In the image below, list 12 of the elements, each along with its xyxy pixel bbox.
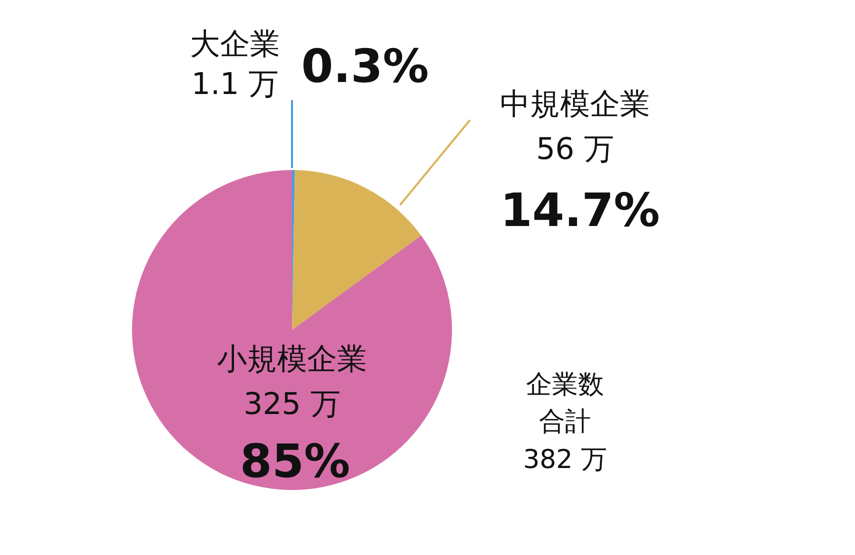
slice-label: 大企業: [190, 27, 280, 62]
text: 0.3%: [301, 39, 429, 93]
text: 85%: [240, 434, 350, 488]
data-label: 325 万: [244, 387, 340, 422]
text: 14.7%: [500, 183, 660, 237]
data-label: 56 万: [536, 132, 614, 167]
text: 382 万: [523, 445, 607, 475]
slice-label: 中規模企業: [500, 87, 650, 122]
data-label: 1.1 万: [191, 67, 279, 102]
text: 企業数: [526, 370, 604, 400]
slice-label: 小規模企業: [217, 342, 367, 377]
text: 合計: [539, 407, 591, 437]
